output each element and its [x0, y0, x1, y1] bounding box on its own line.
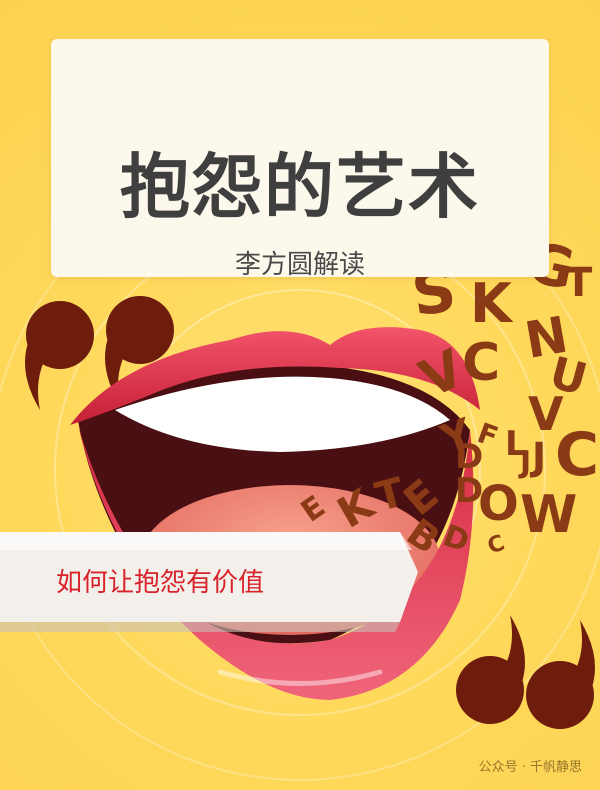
subtitle: 李方圆解读: [234, 250, 365, 280]
letter-glyph: C: [484, 531, 508, 560]
letter-glyph: N: [521, 306, 572, 370]
letter-glyph: V: [528, 387, 564, 441]
letter-glyph: W: [520, 485, 577, 545]
letter-glyph: J: [529, 435, 546, 479]
letter-glyph: T: [565, 260, 593, 306]
letter-glyph: C: [462, 333, 500, 393]
banner-text: 如何让抱怨有价值: [56, 568, 265, 598]
letter-glyph: J: [518, 445, 531, 480]
ribbon-banner: [0, 532, 418, 632]
letter-glyph: K: [470, 272, 514, 335]
title-card: 抱怨的艺术 李方圆解读: [51, 39, 549, 280]
letter-glyph: F: [473, 416, 502, 454]
letter-glyph: D: [455, 471, 483, 511]
watermark: 公众号 · 千帆静思: [478, 760, 582, 775]
letter-glyph: O: [478, 476, 519, 532]
letter-glyph: D: [455, 437, 483, 477]
close-quote-icon: [456, 615, 595, 729]
page-title: 抱怨的艺术: [120, 146, 480, 228]
letter-glyph: C: [555, 420, 599, 490]
letter-glyph: L: [505, 424, 527, 464]
